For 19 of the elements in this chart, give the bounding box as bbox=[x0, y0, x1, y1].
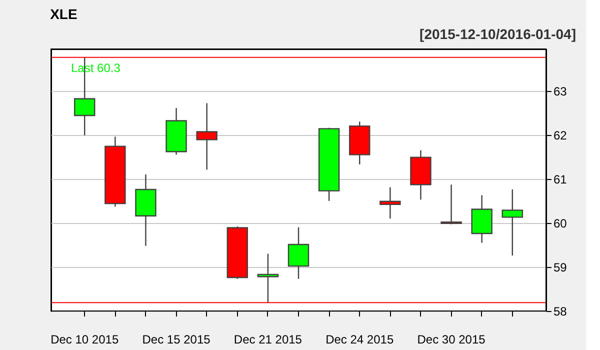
y-tick-label: 60 bbox=[554, 216, 568, 230]
x-tick-label: Dec 21 2015 bbox=[234, 332, 302, 346]
y-tick-label: 61 bbox=[554, 172, 568, 186]
candlestick bbox=[440, 184, 462, 225]
x-tick-label: Dec 10 2015 bbox=[50, 332, 119, 346]
x-tick-label: Dec 24 2015 bbox=[326, 332, 394, 346]
y-tick-label: 58 bbox=[554, 304, 568, 318]
x-tick-label: Dec 15 2015 bbox=[142, 332, 211, 346]
candlestick bbox=[288, 226, 310, 280]
candlestick bbox=[257, 253, 279, 304]
y-tick-label: 63 bbox=[554, 84, 568, 98]
x-tick-label: Dec 30 2015 bbox=[417, 332, 486, 346]
candlestick bbox=[380, 186, 401, 220]
chart-title: XLE bbox=[50, 6, 78, 22]
chart-subtitle: [2015-12-10/2016-01-04] bbox=[420, 26, 576, 42]
y-tick-label: 59 bbox=[554, 260, 568, 274]
candlestick bbox=[196, 102, 218, 170]
candlestick bbox=[502, 188, 523, 256]
y-tick-label: 62 bbox=[554, 128, 568, 142]
